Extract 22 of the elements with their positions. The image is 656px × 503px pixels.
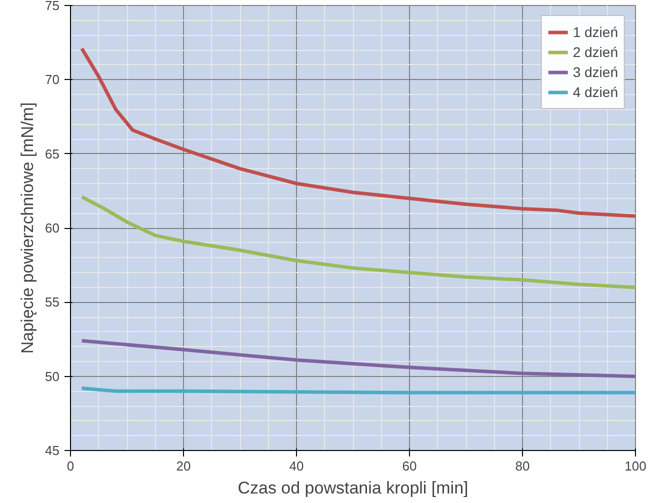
y-tick-label: 60: [45, 220, 60, 236]
line-series: [80, 338, 636, 378]
line-series: [80, 46, 636, 218]
x-axis-title: Czas od powstania kropli [min]: [238, 478, 468, 498]
x-tick-label: 80: [515, 458, 530, 474]
y-axis-title: Napięcie powierzchniowe [mN/m]: [18, 102, 38, 354]
legend-label: 2 dzień: [572, 44, 618, 60]
legend-label: 3 dzień: [572, 64, 618, 80]
line-series: [80, 195, 636, 290]
x-tick-label: 60: [402, 458, 417, 474]
x-tick-label: 100: [624, 458, 646, 474]
y-tick-label: 50: [45, 368, 60, 384]
legend-label: 4 dzień: [572, 84, 618, 100]
y-tick-label: 45: [45, 443, 60, 458]
y-tick-label: 65: [45, 146, 60, 162]
x-tick-label: 0: [66, 458, 74, 474]
x-tick-label: 40: [289, 458, 304, 474]
legend-label: 1 dzień: [572, 24, 618, 40]
y-tick-label: 55: [45, 294, 60, 310]
y-tick-label: 75: [45, 0, 60, 13]
x-tick-label: 20: [176, 458, 191, 474]
y-tick-label: 70: [45, 72, 60, 88]
